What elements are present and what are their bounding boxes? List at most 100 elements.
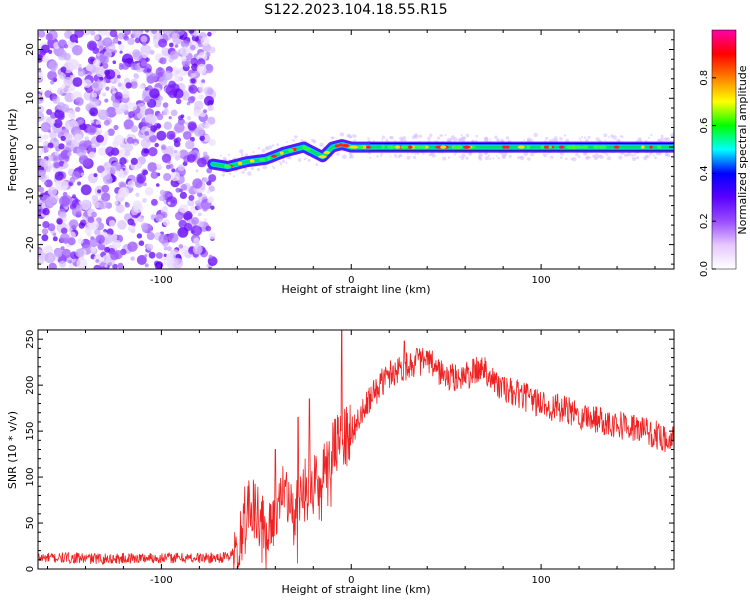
noise-blob (102, 92, 107, 97)
halo-speck (492, 157, 495, 160)
halo-speck (497, 139, 500, 142)
noise-blob (144, 187, 154, 196)
y-tick-label: 0 (25, 566, 36, 572)
noise-blob (175, 137, 181, 143)
noise-blob (146, 243, 154, 251)
noise-blob (203, 109, 207, 114)
noise-blob (75, 248, 85, 258)
noise-blob (156, 113, 164, 121)
noise-blob (124, 150, 131, 157)
halo-speck (593, 156, 598, 161)
noise-blob (124, 124, 130, 130)
noise-blob (77, 238, 84, 244)
noise-blob (83, 79, 92, 88)
noise-blob (156, 183, 160, 187)
noise-blob (39, 240, 44, 245)
halo-speck (530, 152, 535, 157)
noise-blob (207, 31, 212, 37)
colorbar-tick-label: 0.0 (699, 261, 710, 277)
noise-blob (124, 202, 130, 208)
signal-hotspot (287, 148, 294, 152)
noise-blob (95, 130, 101, 137)
halo-speck (414, 152, 417, 155)
y-tick-label: 20 (25, 43, 36, 56)
noise-blob (150, 171, 159, 179)
y-tick-label: 50 (25, 517, 36, 530)
x-tick-label: 100 (532, 575, 551, 586)
noise-blob (80, 199, 91, 211)
noise-blob (187, 96, 195, 104)
noise-blob (93, 173, 98, 178)
halo-speck (652, 154, 655, 157)
signal-hotspot (271, 154, 277, 158)
snr-axes: -100 0 100 0 50 100 150 200 250 (25, 329, 674, 586)
noise-blob (104, 264, 108, 268)
noise-blob (168, 80, 177, 89)
halo-speck (349, 155, 352, 158)
noise-blob (38, 105, 45, 113)
noise-blob (185, 140, 195, 150)
noise-blob (128, 51, 132, 55)
noise-blob (119, 168, 123, 173)
noise-blob (208, 185, 215, 192)
halo-speck (348, 151, 351, 155)
halo-speck (460, 134, 463, 137)
halo-speck (458, 138, 462, 142)
noise-blob (147, 162, 158, 172)
noise-blob (70, 75, 74, 79)
noise-blob (59, 260, 67, 268)
noise-blob (56, 218, 63, 225)
noise-blob (172, 257, 184, 269)
noise-blob (207, 116, 216, 125)
halo-speck (404, 139, 407, 142)
noise-blob (77, 181, 82, 186)
halo-speck (437, 136, 441, 140)
noise-blob (182, 96, 186, 100)
noise-blob (141, 52, 148, 59)
noise-blob (200, 36, 210, 46)
noise-blob (167, 201, 171, 205)
noise-blob (156, 163, 162, 169)
noise-blob (151, 110, 154, 114)
halo-speck (461, 153, 466, 158)
noise-blob (168, 232, 179, 243)
noise-blob (60, 227, 68, 235)
noise-blob (174, 75, 182, 83)
noise-blob (46, 168, 51, 173)
noise-blob (188, 84, 198, 94)
noise-blob (110, 251, 119, 261)
noise-blob (174, 122, 185, 133)
halo-speck (311, 138, 315, 143)
noise-blob (102, 174, 113, 185)
noise-blob (97, 124, 102, 129)
halo-speck (271, 144, 275, 147)
signal-hotspot (259, 158, 266, 162)
halo-speck (369, 156, 372, 159)
noise-blob (84, 227, 93, 235)
noise-blob (190, 74, 194, 79)
noise-blob (110, 85, 116, 91)
noise-blob (91, 194, 99, 202)
noise-blob (89, 98, 99, 108)
noise-blob (195, 200, 201, 206)
halo-speck (605, 153, 609, 156)
noise-blob (190, 44, 196, 51)
noise-blob (96, 134, 104, 143)
noise-blob (39, 158, 49, 167)
halo-speck (635, 156, 640, 160)
halo-speck (502, 155, 506, 160)
noise-blob (202, 177, 209, 183)
noise-blob (92, 47, 100, 55)
noise-blob (146, 68, 152, 73)
noise-blob (180, 40, 189, 48)
noise-blob (122, 167, 126, 171)
noise-blob (67, 109, 76, 118)
x-tick-label: -100 (150, 275, 173, 286)
noise-blob (59, 195, 70, 207)
halo-speck (565, 157, 568, 161)
halo-speck (265, 146, 269, 150)
noise-blob (75, 40, 79, 44)
noise-blob (49, 131, 57, 140)
signal-hotspot (463, 145, 471, 149)
